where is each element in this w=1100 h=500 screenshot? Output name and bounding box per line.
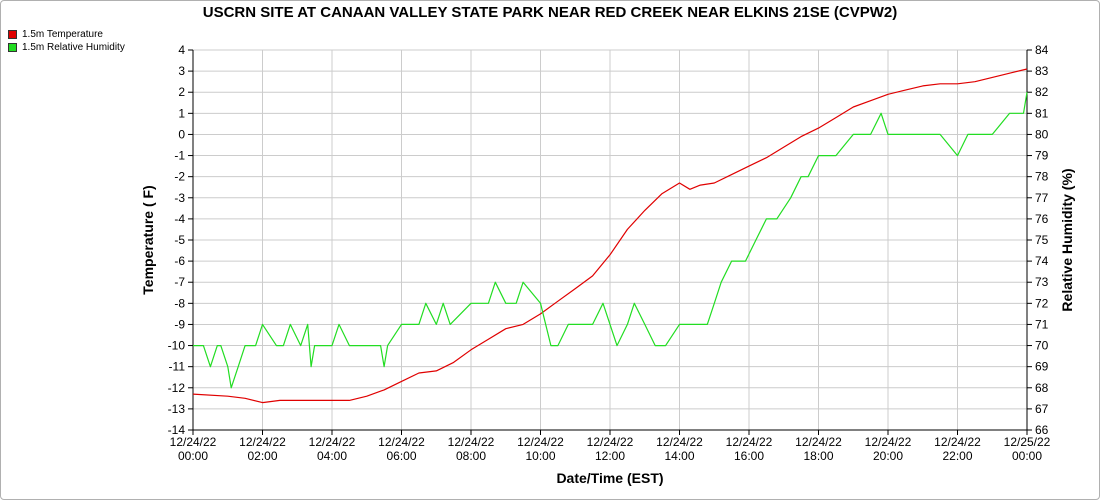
- x-tick-label-time: 16:00: [734, 449, 764, 463]
- y-right-axis-label: Relative Humidity (%): [1059, 168, 1075, 311]
- x-tick-label-time: 04:00: [317, 449, 347, 463]
- legend-item-humidity: 1.5m Relative Humidity: [8, 41, 125, 54]
- legend-label-temperature: 1.5m Temperature: [22, 29, 103, 40]
- y-right-tick-label: 68: [1035, 381, 1049, 395]
- y-right-tick-label: 66: [1035, 423, 1049, 437]
- y-right-tick-label: 69: [1035, 360, 1049, 374]
- y-left-tick-label: -11: [169, 360, 186, 374]
- legend-label-humidity: 1.5m Relative Humidity: [22, 42, 125, 53]
- temperature-line: [192, 68, 1028, 404]
- y-right-tick-label: 75: [1035, 233, 1049, 247]
- y-right-tick-label: 70: [1035, 339, 1049, 353]
- x-axis-label: Date/Time (EST): [556, 470, 663, 486]
- y-left-tick-label: -12: [168, 381, 186, 395]
- y-left-tick-label: -14: [168, 423, 186, 437]
- humidity-line: [193, 92, 1028, 389]
- y-left-tick-label: 1: [178, 106, 185, 120]
- x-tick-label-time: 20:00: [873, 449, 903, 463]
- x-tick-label-time: 00:00: [178, 449, 208, 463]
- y-right-tick-label: 81: [1035, 106, 1049, 120]
- y-left-tick-label: 4: [178, 43, 185, 57]
- y-left-tick-label: -8: [174, 296, 185, 310]
- y-left-tick-label: 3: [178, 64, 185, 78]
- legend: 1.5m Temperature 1.5m Relative Humidity: [8, 28, 125, 54]
- y-right-tick-label: 78: [1035, 170, 1049, 184]
- x-tick-label-date: 12/24/22: [865, 435, 912, 449]
- y-left-tick-label: -10: [168, 339, 186, 353]
- x-tick-label-time: 06:00: [386, 449, 416, 463]
- y-right-tick-label: 76: [1035, 212, 1049, 226]
- y-left-tick-label: -4: [174, 212, 185, 226]
- x-tick-label-date: 12/24/22: [587, 435, 634, 449]
- y-right-tick-label: 72: [1035, 296, 1049, 310]
- y-left-tick-label: 0: [178, 127, 185, 141]
- y-left-tick-label: -9: [174, 317, 185, 331]
- x-tick-label-time: 00:00: [1012, 449, 1042, 463]
- x-tick-label-date: 12/24/22: [378, 435, 425, 449]
- y-left-tick-label: -5: [174, 233, 185, 247]
- y-right-tick-label: 74: [1035, 254, 1049, 268]
- x-tick-label-time: 10:00: [525, 449, 555, 463]
- y-right-tick-label: 73: [1035, 275, 1049, 289]
- y-left-tick-label: -3: [174, 191, 185, 205]
- y-left-axis-label: Temperature ( F): [140, 185, 156, 294]
- y-left-tick-label: -6: [174, 254, 185, 268]
- x-tick-label-date: 12/24/22: [934, 435, 981, 449]
- x-tick-label-date: 12/24/22: [726, 435, 773, 449]
- y-left-tick-label: -13: [168, 402, 186, 416]
- x-tick-label-date: 12/24/22: [795, 435, 842, 449]
- x-tick-label-date: 12/24/22: [239, 435, 286, 449]
- x-tick-label-date: 12/24/22: [309, 435, 356, 449]
- y-left-tick-label: 2: [178, 85, 185, 99]
- legend-swatch-temperature: [8, 30, 17, 39]
- chart-title: USCRN SITE AT CANAAN VALLEY STATE PARK N…: [202, 4, 898, 21]
- x-tick-label-date: 12/24/22: [170, 435, 217, 449]
- x-tick-label-date: 12/24/22: [448, 435, 495, 449]
- y-left-tick-label: -2: [174, 170, 185, 184]
- y-left-tick-label: -1: [174, 149, 185, 163]
- x-tick-label-time: 12:00: [595, 449, 625, 463]
- x-tick-label-date: 12/24/22: [517, 435, 564, 449]
- y-left-tick-label: -7: [174, 275, 185, 289]
- x-tick-label-time: 14:00: [664, 449, 694, 463]
- x-tick-label-time: 22:00: [942, 449, 972, 463]
- y-right-tick-label: 79: [1035, 149, 1049, 163]
- y-right-tick-label: 77: [1035, 191, 1049, 205]
- x-tick-label-date: 12/24/22: [656, 435, 703, 449]
- y-right-tick-label: 71: [1035, 317, 1049, 331]
- legend-swatch-humidity: [8, 43, 17, 52]
- y-right-tick-label: 83: [1035, 64, 1049, 78]
- y-right-tick-label: 84: [1035, 43, 1049, 57]
- x-tick-label-date: 12/25/22: [1004, 435, 1051, 449]
- x-tick-label-time: 02:00: [247, 449, 277, 463]
- x-tick-label-time: 18:00: [803, 449, 833, 463]
- y-right-tick-label: 80: [1035, 127, 1049, 141]
- y-right-tick-label: 82: [1035, 85, 1049, 99]
- legend-item-temperature: 1.5m Temperature: [8, 28, 125, 41]
- x-tick-label-time: 08:00: [456, 449, 486, 463]
- y-right-tick-label: 67: [1035, 402, 1049, 416]
